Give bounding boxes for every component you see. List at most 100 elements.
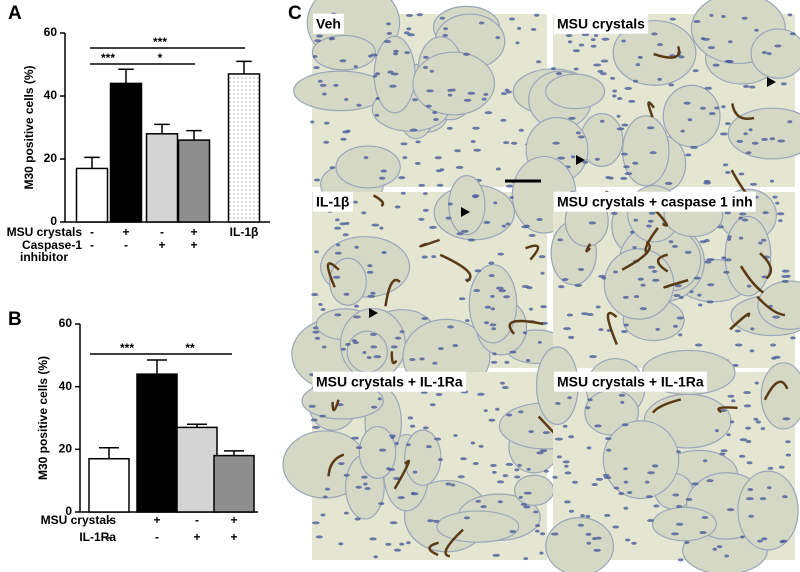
- nucleus: [509, 530, 517, 534]
- nucleus: [621, 123, 629, 127]
- nucleus: [671, 532, 679, 536]
- sig-label: ***: [153, 35, 167, 49]
- nucleus: [724, 59, 733, 63]
- nucleus: [618, 492, 625, 496]
- nucleus: [628, 99, 636, 103]
- nucleus: [738, 212, 747, 216]
- nucleus: [769, 179, 774, 183]
- nucleus: [726, 508, 735, 512]
- nucleus: [600, 72, 607, 76]
- nucleus: [647, 265, 656, 269]
- nucleus: [460, 457, 467, 461]
- nucleus: [414, 161, 421, 165]
- nucleus: [394, 205, 401, 209]
- nucleus: [428, 225, 437, 229]
- nucleus: [495, 36, 501, 40]
- tissue: [727, 107, 800, 160]
- nucleus: [778, 465, 785, 469]
- nucleus: [402, 156, 408, 160]
- nucleus: [734, 343, 743, 347]
- nucleus: [506, 413, 513, 417]
- nucleus: [759, 497, 767, 501]
- nucleus: [652, 278, 660, 282]
- row-mark: IL-1β: [230, 225, 259, 239]
- error-bar: [186, 129, 202, 141]
- stain: [393, 459, 410, 490]
- nucleus: [329, 166, 335, 170]
- nucleus: [403, 31, 410, 35]
- nucleus: [586, 541, 592, 545]
- nucleus: [399, 330, 405, 334]
- nucleus: [324, 121, 330, 125]
- nucleus: [678, 333, 683, 337]
- nucleus: [731, 399, 736, 403]
- bar: [176, 426, 218, 513]
- nucleus: [743, 132, 748, 136]
- nucleus: [416, 13, 423, 17]
- nucleus: [395, 336, 402, 340]
- nucleus: [474, 269, 482, 273]
- nucleus: [552, 475, 558, 479]
- tissue: [545, 73, 606, 110]
- nucleus: [434, 156, 442, 160]
- nucleus: [530, 27, 537, 31]
- nucleus: [598, 274, 606, 278]
- stain: [731, 103, 755, 120]
- nucleus: [772, 195, 778, 199]
- nucleus: [490, 463, 497, 467]
- nucleus: [496, 480, 505, 484]
- nucleus: [721, 256, 727, 260]
- sig-label: *: [158, 51, 163, 65]
- nucleus: [751, 141, 759, 145]
- nucleus: [594, 424, 602, 428]
- nucleus: [497, 252, 505, 256]
- nucleus: [510, 141, 518, 145]
- nucleus: [738, 236, 744, 240]
- nucleus: [653, 504, 660, 508]
- nucleus: [616, 127, 625, 131]
- nucleus: [370, 405, 378, 409]
- nucleus: [591, 483, 598, 487]
- stain: [621, 240, 651, 271]
- nucleus: [706, 300, 714, 304]
- row-mark: -: [155, 530, 159, 544]
- nucleus: [565, 34, 573, 38]
- nucleus: [600, 59, 609, 63]
- nucleus: [603, 476, 612, 480]
- y-tick-label: 40: [59, 379, 73, 393]
- label-bg: [554, 13, 649, 34]
- nucleus: [536, 218, 543, 222]
- nucleus: [450, 483, 456, 487]
- nucleus: [580, 514, 586, 518]
- nucleus: [447, 93, 453, 97]
- nucleus: [706, 479, 714, 483]
- nucleus: [312, 326, 319, 330]
- nucleus: [354, 517, 361, 521]
- nucleus: [443, 27, 448, 31]
- micrograph-label: MSU crystals + IL-1Ra: [557, 374, 704, 390]
- nucleus: [672, 493, 680, 497]
- nucleus: [534, 13, 540, 17]
- nucleus: [463, 52, 471, 56]
- nucleus: [567, 396, 572, 400]
- nucleus: [685, 497, 693, 501]
- micrograph-label: Veh: [316, 16, 341, 32]
- nucleus: [557, 156, 566, 160]
- nucleus: [425, 104, 432, 108]
- row-mark: -: [107, 513, 111, 527]
- nucleus: [621, 330, 628, 334]
- stain: [384, 278, 401, 307]
- nucleus: [422, 65, 428, 69]
- nucleus: [368, 54, 373, 58]
- nucleus: [787, 13, 793, 17]
- stain: [508, 319, 544, 335]
- error-bar: [84, 156, 100, 169]
- nucleus: [333, 83, 339, 87]
- stain: [763, 380, 789, 401]
- nucleus: [504, 360, 510, 364]
- nucleus: [367, 294, 376, 298]
- nucleus: [738, 216, 744, 220]
- nucleus: [415, 140, 421, 144]
- nucleus: [566, 313, 574, 317]
- nucleus: [363, 156, 369, 160]
